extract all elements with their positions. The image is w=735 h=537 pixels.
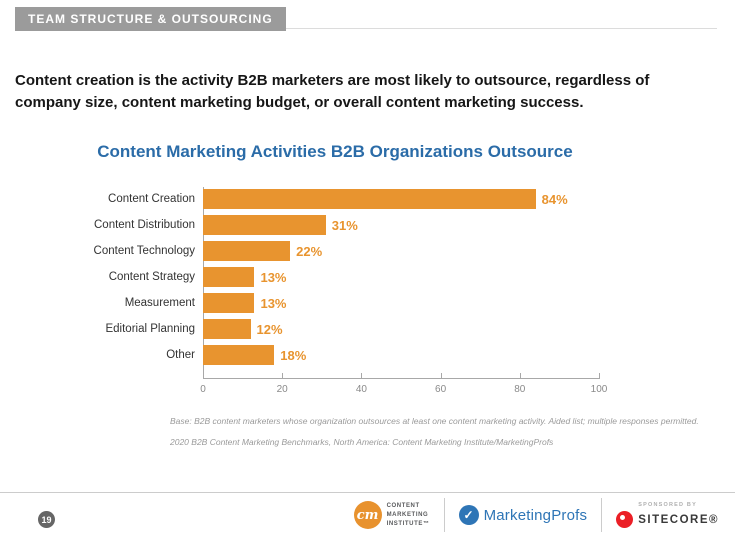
bar-category-label: Measurement xyxy=(124,297,195,309)
marketingprofs-logo: ✓ MarketingProfs xyxy=(458,505,588,525)
sitecore-logo: SITECORE® xyxy=(616,511,719,528)
footnotes: Base: B2B content marketers whose organi… xyxy=(170,416,699,458)
bar xyxy=(203,293,255,313)
x-axis-tick-label: 20 xyxy=(276,384,288,395)
bar-category-label: Content Strategy xyxy=(108,271,195,283)
bar-track: 22% xyxy=(203,241,599,261)
logo-divider xyxy=(443,498,445,532)
sponsored-by-label: SPONSORED BY xyxy=(638,502,697,508)
cmi-logo: cm CONTENT MARKETING INSTITUTE™ xyxy=(353,501,430,529)
section-header-label: TEAM STRUCTURE & OUTSOURCING xyxy=(28,12,273,26)
chart-title: Content Marketing Activities B2B Organiz… xyxy=(97,142,573,161)
x-axis-tick-label: 0 xyxy=(200,384,206,395)
bar xyxy=(203,267,255,287)
bar xyxy=(203,189,536,209)
bar-row: Editorial Planning 12% xyxy=(18,316,618,342)
footer-logos: cm CONTENT MARKETING INSTITUTE™ ✓ Market… xyxy=(353,496,723,534)
bar-category-label: Editorial Planning xyxy=(105,323,195,335)
marketingprofs-wordmark: MarketingProfs xyxy=(483,506,588,524)
cmi-wordmark-line: MARKETING xyxy=(386,511,429,518)
bar-row: Content Creation 84% xyxy=(18,186,618,212)
x-axis-tick xyxy=(282,373,284,378)
x-axis-tick xyxy=(203,373,204,378)
cmi-monogram-icon: cm xyxy=(353,501,382,529)
page-number-badge: 19 xyxy=(38,511,55,528)
bar-category-label: Content Technology xyxy=(93,245,195,257)
x-axis-line xyxy=(203,378,600,379)
bar-chart: Content Creation 84% Content Distribution 3… xyxy=(18,186,618,416)
x-axis-tick-label: 80 xyxy=(514,384,526,395)
bar-value-label: 22% xyxy=(296,243,323,259)
bar-track: 13% xyxy=(203,267,599,287)
x-axis-tick xyxy=(599,373,600,378)
x-axis-tick xyxy=(361,373,363,378)
bar-category-label: Other xyxy=(166,349,195,361)
sponsor-block: SPONSORED BY SITECORE® xyxy=(616,502,723,528)
bar xyxy=(203,215,326,235)
bar-value-label: 18% xyxy=(280,347,307,363)
x-axis-tick-label: 60 xyxy=(435,384,447,395)
x-axis-tick-label: 40 xyxy=(355,384,367,395)
bar-track: 12% xyxy=(203,319,599,339)
bar-value-label: 12% xyxy=(256,321,283,337)
bar-track: 31% xyxy=(203,215,599,235)
bar-value-label: 84% xyxy=(541,191,568,207)
bar-category-label: Content Distribution xyxy=(94,219,195,231)
bar-rows: Content Creation 84% Content Distribution 3… xyxy=(18,186,618,368)
bar-track: 18% xyxy=(203,345,599,365)
marketingprofs-icon: ✓ xyxy=(458,505,479,525)
x-axis-tick xyxy=(519,373,521,378)
bar-track: 13% xyxy=(203,293,599,313)
bar-track: 84% xyxy=(203,189,599,209)
bar xyxy=(203,345,275,365)
logo-divider xyxy=(601,498,603,532)
footnote-source: 2020 B2B Content Marketing Benchmarks, N… xyxy=(170,437,554,447)
bar xyxy=(203,319,251,339)
bar-row: Content Strategy 13% xyxy=(18,264,618,290)
footnote-base: Base: B2B content marketers whose organi… xyxy=(170,416,699,426)
page-number: 19 xyxy=(41,514,52,525)
bar-value-label: 13% xyxy=(260,269,287,285)
cmi-wordmark-line: CONTENT xyxy=(386,502,420,509)
cmi-wordmark-line: INSTITUTE™ xyxy=(386,520,430,527)
bar-row: Content Distribution 31% xyxy=(18,212,618,238)
bar-value-label: 31% xyxy=(331,217,358,233)
section-header-tag: TEAM STRUCTURE & OUTSOURCING xyxy=(15,7,286,31)
key-takeaway-text: Content creation is the activity B2B mar… xyxy=(15,72,650,111)
bar xyxy=(203,241,291,261)
bar-category-label: Content Creation xyxy=(108,193,195,205)
bar-row: Content Technology 22% xyxy=(18,238,618,264)
x-axis-tick xyxy=(440,373,442,378)
header-rule xyxy=(268,28,717,29)
x-axis-tick-label: 100 xyxy=(590,384,608,395)
sitecore-icon xyxy=(616,511,634,528)
x-axis: 0 20 40 60 80 100 xyxy=(200,186,607,416)
sitecore-wordmark: SITECORE® xyxy=(638,513,719,526)
cmi-wordmark: CONTENT MARKETING INSTITUTE™ xyxy=(387,502,430,529)
bar-row: Measurement 13% xyxy=(18,290,618,316)
bar-value-label: 13% xyxy=(260,295,287,311)
bar-row: Other 18% xyxy=(18,342,618,368)
footer-rule xyxy=(0,492,735,493)
